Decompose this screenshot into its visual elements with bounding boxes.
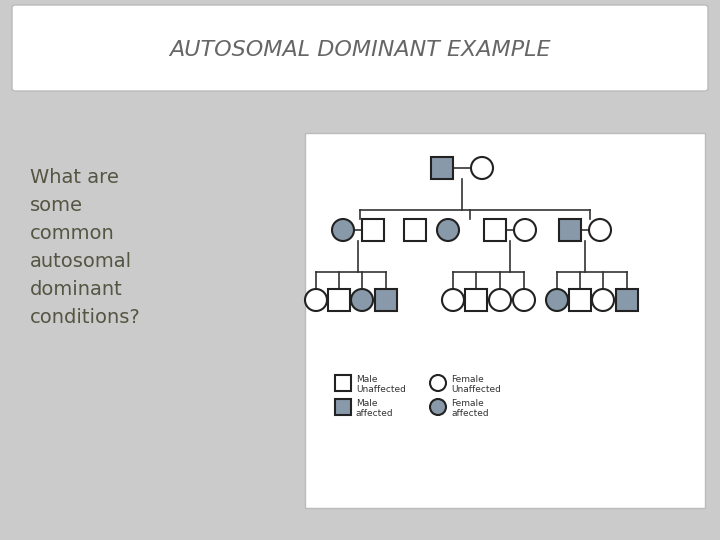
- Text: Female
Unaffected: Female Unaffected: [451, 375, 501, 394]
- Text: AUTOSOMAL DOMINANT EXAMPLE: AUTOSOMAL DOMINANT EXAMPLE: [169, 40, 551, 60]
- Text: Male
affected: Male affected: [356, 399, 394, 418]
- Circle shape: [589, 219, 611, 241]
- Circle shape: [514, 219, 536, 241]
- Circle shape: [442, 289, 464, 311]
- Bar: [431, 157, 453, 179]
- Bar: [375, 289, 397, 311]
- Bar: [335, 399, 351, 415]
- Bar: [616, 289, 638, 311]
- Bar: [328, 289, 350, 311]
- Circle shape: [489, 289, 511, 311]
- Bar: [305, 133, 705, 508]
- Bar: [569, 289, 591, 311]
- Circle shape: [351, 289, 373, 311]
- Circle shape: [592, 289, 614, 311]
- Circle shape: [430, 399, 446, 415]
- Bar: [404, 219, 426, 241]
- Text: Male
Unaffected: Male Unaffected: [356, 375, 406, 394]
- Circle shape: [513, 289, 535, 311]
- Circle shape: [471, 157, 493, 179]
- Bar: [484, 219, 506, 241]
- Circle shape: [430, 375, 446, 391]
- Circle shape: [437, 219, 459, 241]
- Bar: [465, 289, 487, 311]
- Bar: [335, 375, 351, 391]
- Circle shape: [546, 289, 568, 311]
- Text: What are
some
common
autosomal
dominant
conditions?: What are some common autosomal dominant …: [30, 168, 140, 327]
- Circle shape: [332, 219, 354, 241]
- Bar: [559, 219, 581, 241]
- Bar: [362, 219, 384, 241]
- Circle shape: [305, 289, 327, 311]
- FancyBboxPatch shape: [12, 5, 708, 91]
- Text: Female
affected: Female affected: [451, 399, 489, 418]
